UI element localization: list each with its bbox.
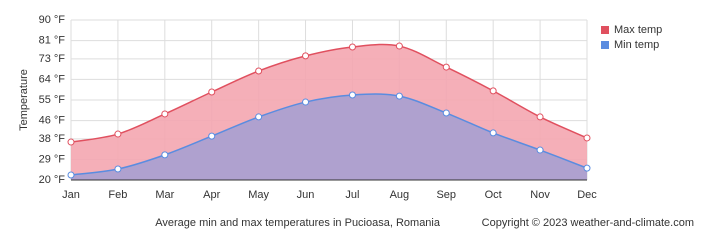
line xyxy=(70,43,588,143)
x-tick-label: Feb xyxy=(108,189,127,201)
point xyxy=(583,164,591,172)
y-tick-label: 55 °F xyxy=(39,94,66,106)
point xyxy=(395,42,403,50)
chart: Temperature Average min and max temperat… xyxy=(18,14,694,229)
y-tick-label: 64 °F xyxy=(39,73,66,85)
point xyxy=(161,110,169,118)
x-tick-label: Jun xyxy=(297,189,315,201)
x-tick-label: Nov xyxy=(530,189,550,201)
point xyxy=(489,87,497,95)
x-tick-label: Mar xyxy=(155,189,174,201)
point xyxy=(255,67,263,75)
point xyxy=(67,171,75,179)
point xyxy=(114,130,122,138)
point xyxy=(208,132,216,140)
point xyxy=(348,43,356,51)
x-tick-label: Jan xyxy=(62,189,80,201)
x-tick-label: May xyxy=(248,189,269,201)
point xyxy=(395,92,403,100)
point xyxy=(161,151,169,159)
y-tick-label: 81 °F xyxy=(39,34,66,46)
y-tick-label: 29 °F xyxy=(39,153,66,165)
point xyxy=(442,109,450,117)
point xyxy=(583,134,591,142)
x-tick-label: Jul xyxy=(345,189,359,201)
point xyxy=(442,63,450,71)
point xyxy=(348,91,356,99)
x-tick-label: Apr xyxy=(203,189,220,201)
legend-swatch xyxy=(601,26,609,34)
x-tick-label: Dec xyxy=(577,189,597,201)
x-tick-label: Sep xyxy=(436,189,456,201)
point xyxy=(114,165,122,173)
point xyxy=(208,88,216,96)
point xyxy=(536,113,544,121)
area xyxy=(71,94,587,180)
point xyxy=(302,98,310,106)
legend-swatch xyxy=(601,41,609,49)
legend-label: Min temp xyxy=(614,39,659,51)
copyright: Copyright © 2023 weather-and-climate.com xyxy=(482,217,694,229)
y-axis-label: Temperature xyxy=(18,69,30,131)
y-tick-label: 73 °F xyxy=(39,53,66,65)
x-tick-label: Aug xyxy=(390,189,410,201)
caption: Average min and max temperatures in Puci… xyxy=(155,217,441,229)
point xyxy=(67,138,75,146)
y-tick-label: 38 °F xyxy=(39,133,66,145)
point xyxy=(302,52,310,60)
x-tick-label: Oct xyxy=(485,189,502,201)
point xyxy=(489,129,497,137)
y-tick-label: 46 °F xyxy=(39,114,66,126)
y-tick-label: 20 °F xyxy=(39,174,66,186)
legend-label: Max temp xyxy=(614,24,662,36)
point xyxy=(536,146,544,154)
point xyxy=(255,113,263,121)
line xyxy=(70,93,588,176)
y-tick-label: 90 °F xyxy=(39,14,66,26)
